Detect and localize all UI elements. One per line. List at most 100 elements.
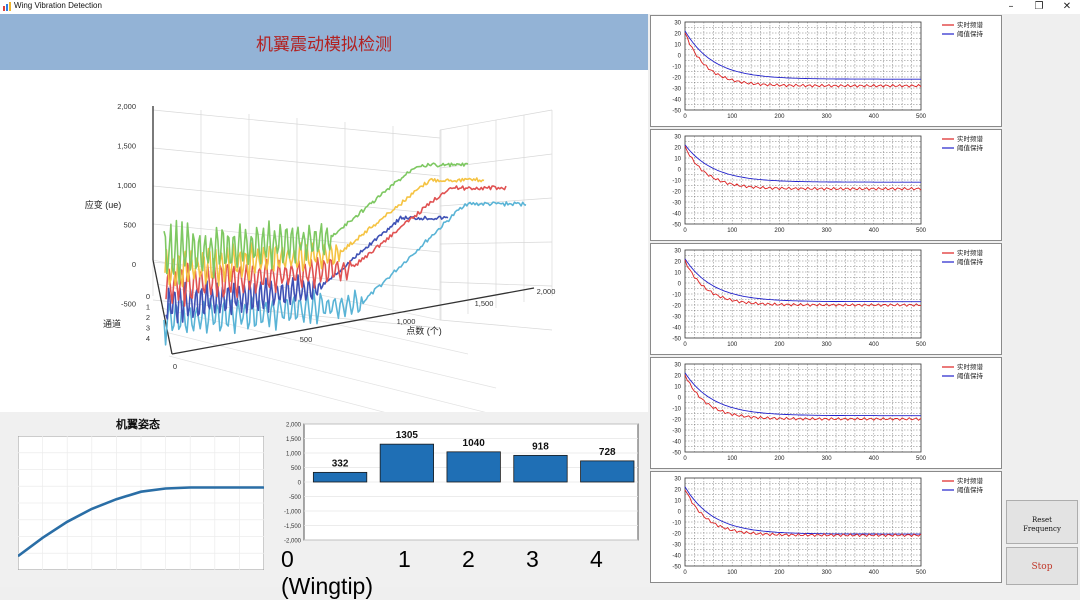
bar-y-tick: 0	[298, 481, 302, 487]
page-title: 机翼震动模拟检测	[256, 35, 392, 55]
threshold-line	[684, 372, 921, 417]
reset-button-line1: Reset	[1032, 516, 1052, 524]
series-line-1	[165, 215, 449, 324]
bar-y-tick: 1,500	[286, 437, 302, 443]
legend-label-threshold: 阈值保持	[957, 371, 984, 380]
minimize-button[interactable]: –	[1008, 1, 1014, 12]
bar-2	[446, 451, 501, 483]
spectrum-y-tick: -40	[672, 212, 681, 218]
spectrum-x-tick: 500	[916, 114, 927, 120]
spectrum-x-tick: 500	[916, 456, 927, 462]
legend-label-realtime: 实时频谱	[957, 476, 984, 485]
spectrum-x-tick: 400	[869, 114, 880, 120]
attitude-title: 机翼姿态	[116, 418, 160, 431]
realtime-line	[684, 145, 922, 191]
spectrum-y-tick: -40	[672, 554, 681, 560]
spectrum-y-tick: -10	[672, 179, 681, 185]
close-button[interactable]: ✕	[1062, 1, 1072, 12]
spectrum-y-tick: 30	[674, 363, 681, 369]
threshold-line	[684, 30, 921, 80]
spectrum-y-tick: 20	[674, 260, 681, 266]
spectrum-y-tick: -50	[672, 565, 681, 571]
bar-y-tick: -2,000	[284, 539, 302, 545]
grid-line	[152, 185, 441, 215]
threshold-line	[684, 258, 921, 303]
spectrum-y-tick: 0	[678, 168, 682, 174]
bar-value-label: 332	[332, 458, 349, 469]
spectrum-y-tick: 0	[678, 396, 682, 402]
strain-3d-chart-panel: 2,000 1,500 1,000 500 0 -500 0 1 2 3 4 0 500 1,000 1,5…	[0, 70, 648, 457]
spectrum-x-tick: 200	[774, 228, 785, 234]
spectrum-x-tick: 300	[822, 114, 833, 120]
spectrum-y-tick: -40	[672, 440, 681, 446]
spectrum-x-tick: 100	[727, 456, 738, 462]
spectrum-x-tick: 400	[869, 228, 880, 234]
x-axis	[171, 287, 535, 355]
spectrum-y-tick: 20	[674, 374, 681, 380]
spectrum-panel-2: 30 20 10 0 -10 -20 -30 -40 -50 0 100 200 300 400 500 实时…	[650, 243, 1002, 355]
reset-frequency-button[interactable]: Reset Frequency	[1006, 500, 1078, 544]
spectrum-y-tick: -50	[672, 337, 681, 343]
bar-3	[513, 454, 568, 483]
spectrum-y-tick: -50	[672, 223, 681, 229]
y-tick-label: 1,000	[117, 181, 136, 190]
z-tick-label: 2	[146, 313, 150, 322]
y-tick-label: -500	[121, 300, 136, 309]
spectrum-y-tick: 30	[674, 249, 681, 255]
bar-y-tick: 2,000	[286, 423, 302, 429]
series-line-4	[163, 162, 469, 285]
spectrum-y-tick: 30	[674, 21, 681, 27]
z-axis-title: 通道	[103, 318, 121, 329]
spectrum-y-tick: -30	[672, 87, 681, 93]
bar-category-label: 3	[526, 546, 539, 572]
series-line-2	[165, 185, 507, 307]
wing-attitude-chart	[18, 436, 264, 570]
grid-line	[152, 147, 441, 177]
spectrum-x-tick: 100	[727, 228, 738, 234]
x-tick-label: 1,000	[397, 317, 416, 326]
threshold-line	[684, 486, 921, 535]
strain-bar-chart: 2,000 1,500 1,000 500 0 -500 -1,000 -1,500 -2,00…	[284, 423, 639, 545]
spectrum-x-tick: 200	[774, 570, 785, 576]
spectrum-x-tick: 400	[869, 342, 880, 348]
spectrum-y-tick: 10	[674, 499, 681, 505]
spectrum-y-tick: 10	[674, 385, 681, 391]
spectrum-y-tick: -30	[672, 201, 681, 207]
legend-label-threshold: 阈值保持	[957, 29, 984, 38]
maximize-button[interactable]: ❐	[1034, 1, 1044, 12]
spectrum-y-tick: 30	[674, 477, 681, 483]
realtime-line	[684, 374, 922, 421]
bar-y-tick: -1,000	[284, 510, 302, 516]
spectrum-y-tick: -10	[672, 521, 681, 527]
spectrum-x-tick: 200	[774, 342, 785, 348]
grid-line	[152, 109, 441, 139]
spectrum-y-tick: -20	[672, 304, 681, 310]
spectrum-y-tick: -40	[672, 326, 681, 332]
legend-label-realtime: 实时频谱	[957, 134, 984, 143]
y-tick-label: 0	[132, 260, 136, 269]
spectrum-y-tick: 10	[674, 43, 681, 49]
legend-label-realtime: 实时频谱	[957, 20, 984, 29]
spectrum-x-tick: 100	[727, 114, 738, 120]
spectrum-y-tick: -10	[672, 293, 681, 299]
x-tick-label: 1,500	[475, 299, 494, 308]
x-axis-title: 点数 (个)	[406, 325, 442, 336]
z-axis	[152, 259, 173, 355]
spectrum-x-tick: 200	[774, 114, 785, 120]
grid-line	[156, 283, 469, 355]
spectrum-y-tick: -20	[672, 418, 681, 424]
spectrum-y-tick: 20	[674, 146, 681, 152]
realtime-line	[684, 32, 922, 88]
legend-label-threshold: 阈值保持	[957, 143, 984, 152]
spectrum-y-tick: 10	[674, 157, 681, 163]
z-tick-label: 0	[146, 292, 150, 301]
grid-line	[152, 299, 441, 329]
spectrum-x-tick: 100	[727, 342, 738, 348]
stop-button[interactable]: Stop	[1006, 547, 1078, 585]
bar-category-label: 0 (Wingtip)	[281, 546, 374, 599]
reset-button-line2: Frequency	[1023, 525, 1061, 533]
title-bar	[0, 0, 1080, 14]
